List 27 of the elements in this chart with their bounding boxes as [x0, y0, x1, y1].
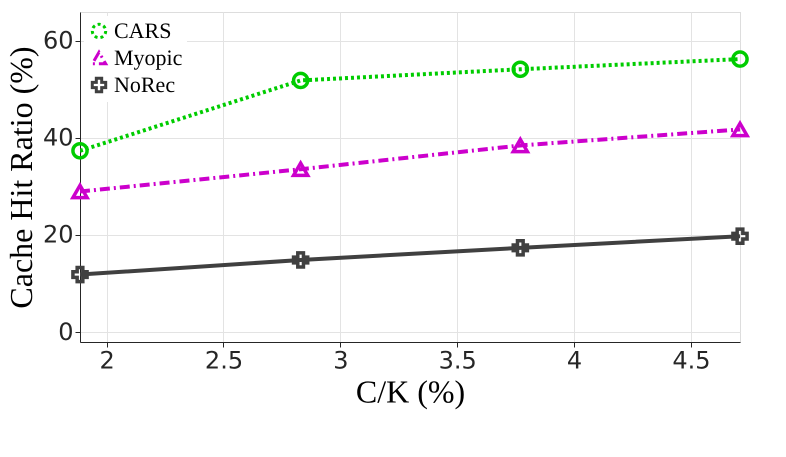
y-tick-label: 0	[58, 318, 74, 346]
x-axis-title: C/K (%)	[356, 374, 466, 410]
y-tick-label: 40	[42, 124, 74, 152]
legend-label: CARS	[114, 18, 172, 43]
x-tick-label: 2.5	[204, 346, 244, 374]
point	[511, 60, 530, 78]
legend-label: Myopic	[114, 45, 183, 70]
point	[292, 251, 310, 269]
point	[731, 227, 749, 246]
x-tick-label: 3	[333, 346, 348, 374]
point	[71, 184, 89, 200]
y-axis-title: Cache Hit Ratio (%)	[2, 46, 39, 309]
point	[292, 72, 310, 90]
x-tick-label: 4.5	[672, 346, 711, 374]
point	[731, 122, 749, 138]
x-tick-label: 4	[566, 346, 582, 374]
point	[511, 239, 530, 257]
point	[292, 161, 310, 178]
y-tick-label: 60	[42, 26, 74, 55]
point	[511, 138, 530, 154]
legend-label: NoRec	[114, 72, 176, 97]
point	[731, 50, 749, 68]
point	[71, 142, 89, 160]
y-tick-label: 20	[42, 220, 74, 249]
x-tick-label: 3.5	[438, 346, 477, 374]
x-tick-label: 2	[100, 346, 115, 374]
point	[71, 266, 89, 284]
